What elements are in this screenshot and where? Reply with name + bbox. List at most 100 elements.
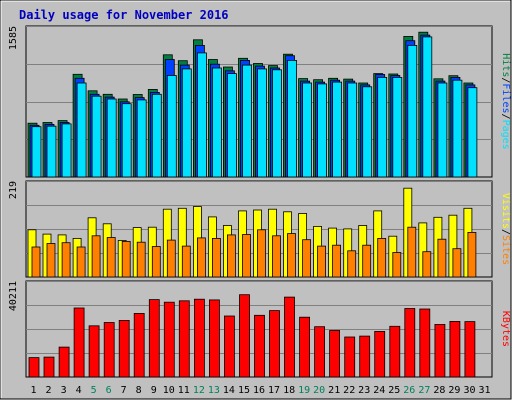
legend-kbytes: KBytes xyxy=(500,311,511,347)
bar-sites-day-20 xyxy=(317,245,327,278)
bar-sites-day-19 xyxy=(302,239,312,278)
bar-kbytes-day-10 xyxy=(163,301,175,378)
day-label-26: 26 xyxy=(403,385,415,396)
day-label-24: 24 xyxy=(373,385,385,396)
bar-pages-day-10 xyxy=(166,75,177,178)
bar-sites-day-7 xyxy=(121,240,131,278)
bar-kbytes-day-30 xyxy=(464,321,476,378)
bar-sites-day-27 xyxy=(422,251,432,278)
bar-pages-day-3 xyxy=(61,123,72,178)
legend-visits-sites: Visits/Sites xyxy=(500,193,511,265)
bar-kbytes-day-29 xyxy=(449,320,461,378)
bar-kbytes-day-8 xyxy=(133,312,145,378)
day-label-10: 10 xyxy=(163,385,175,396)
bar-sites-day-15 xyxy=(242,234,251,278)
bar-sites-day-12 xyxy=(196,237,206,278)
bar-kbytes-day-11 xyxy=(178,300,190,378)
day-label-21: 21 xyxy=(328,385,340,396)
day-label-15: 15 xyxy=(238,385,250,396)
bar-kbytes-day-16 xyxy=(254,314,265,378)
bar-pages-day-5 xyxy=(91,95,102,178)
bar-pages-day-22 xyxy=(347,82,358,178)
bar-pages-day-12 xyxy=(196,52,207,178)
legend-hits-files-pages: Hits/Files/Pages xyxy=(500,53,511,149)
bar-kbytes-day-28 xyxy=(434,323,446,378)
bar-sites-day-21 xyxy=(332,244,342,278)
bar-sites-day-13 xyxy=(211,237,221,278)
bar-kbytes-day-22 xyxy=(344,336,356,378)
bar-sites-day-1 xyxy=(31,246,41,278)
bar-sites-day-4 xyxy=(76,246,86,278)
bar-kbytes-day-2 xyxy=(43,356,55,378)
bar-pages-day-23 xyxy=(362,86,373,178)
bar-pages-day-30 xyxy=(467,87,478,178)
bar-sites-day-3 xyxy=(61,242,71,278)
day-label-8: 8 xyxy=(136,385,142,396)
bar-kbytes-day-20 xyxy=(314,326,326,378)
bar-pages-day-21 xyxy=(332,81,343,178)
day-label-13: 13 xyxy=(208,385,220,396)
bar-sites-day-14 xyxy=(226,234,236,278)
bar-sites-day-30 xyxy=(467,231,477,278)
bar-kbytes-day-4 xyxy=(73,307,85,378)
day-label-16: 16 xyxy=(253,385,265,396)
bar-pages-day-7 xyxy=(121,103,132,178)
bar-pages-day-20 xyxy=(317,83,328,178)
bar-sites-day-23 xyxy=(362,244,372,278)
bar-kbytes-day-14 xyxy=(223,315,235,378)
bar-pages-day-15 xyxy=(242,64,252,178)
day-label-18: 18 xyxy=(283,385,295,396)
bar-pages-day-28 xyxy=(437,82,448,178)
bar-kbytes-day-18 xyxy=(284,296,295,378)
day-label-14: 14 xyxy=(223,385,235,396)
day-label-19: 19 xyxy=(298,385,310,396)
legend-entry-files: Files xyxy=(500,83,511,113)
bar-sites-day-29 xyxy=(452,248,462,278)
bar-pages-day-2 xyxy=(46,125,57,178)
bar-pages-day-1 xyxy=(31,126,42,178)
bar-sites-day-6 xyxy=(106,237,116,278)
day-label-12: 12 xyxy=(193,385,205,396)
legend-entry-visits: Visits xyxy=(500,193,511,229)
max-label-kbytes: 40211 xyxy=(8,281,19,311)
day-label-27: 27 xyxy=(418,385,430,396)
bar-sites-day-11 xyxy=(181,245,191,278)
bar-kbytes-day-1 xyxy=(28,357,40,378)
bar-pages-day-16 xyxy=(257,68,267,178)
bar-kbytes-day-9 xyxy=(148,299,160,378)
bar-sites-day-2 xyxy=(46,243,56,278)
bar-kbytes-day-6 xyxy=(103,322,115,378)
day-label-28: 28 xyxy=(433,385,445,396)
day-label-31: 31 xyxy=(478,385,490,396)
bar-sites-day-26 xyxy=(407,226,417,278)
bar-pages-day-19 xyxy=(302,82,313,178)
bar-sites-day-5 xyxy=(91,235,101,278)
bar-pages-day-18 xyxy=(287,60,297,178)
legend-entry-separator: / xyxy=(500,229,511,235)
bar-pages-day-17 xyxy=(272,69,282,178)
bar-pages-day-6 xyxy=(106,98,117,178)
bar-sites-day-28 xyxy=(437,238,447,278)
day-label-29: 29 xyxy=(448,385,460,396)
max-label-hits-files-pages: 1585 xyxy=(8,26,19,50)
bar-kbytes-day-21 xyxy=(329,330,341,378)
legend-entry-kbytes: KBytes xyxy=(500,311,511,347)
bar-kbytes-day-15 xyxy=(239,294,250,378)
bar-sites-day-10 xyxy=(166,239,176,278)
bar-pages-day-29 xyxy=(452,79,463,178)
day-label-1: 1 xyxy=(30,385,36,396)
bar-kbytes-day-26 xyxy=(404,308,416,378)
day-label-6: 6 xyxy=(106,385,112,396)
day-label-3: 3 xyxy=(61,385,67,396)
chart-title: Daily usage for November 2016 xyxy=(19,8,229,22)
bar-kbytes-day-27 xyxy=(419,308,431,378)
bar-pages-day-24 xyxy=(377,77,388,178)
bar-pages-day-8 xyxy=(136,99,147,178)
bar-kbytes-day-3 xyxy=(58,346,70,378)
bar-kbytes-day-13 xyxy=(208,299,220,378)
bar-kbytes-day-5 xyxy=(88,325,100,378)
bar-pages-day-4 xyxy=(76,82,87,178)
legend-entry-separator: / xyxy=(500,77,511,83)
day-label-22: 22 xyxy=(343,385,355,396)
